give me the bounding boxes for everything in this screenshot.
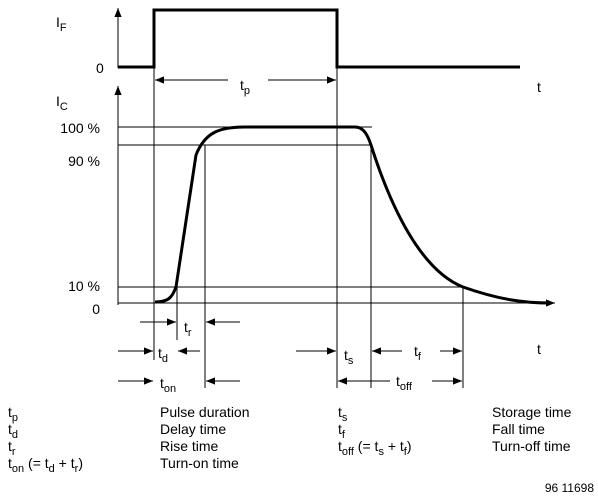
- interval-label: tr: [184, 319, 192, 339]
- level-label: 0: [92, 301, 100, 317]
- subscript: r: [12, 446, 16, 458]
- pulse: [118, 8, 520, 69]
- subscript: f: [418, 351, 422, 363]
- text-run: I: [56, 14, 60, 30]
- level-label: 10 %: [68, 278, 100, 294]
- subscript: off: [342, 446, 355, 458]
- pulse-label: tp: [240, 77, 250, 97]
- legend-description: Pulse duration: [160, 404, 250, 420]
- legend-description: Turn-on time: [160, 455, 239, 471]
- text-run: t: [8, 404, 12, 420]
- subscript: s: [348, 355, 354, 367]
- text-run: t: [160, 375, 164, 391]
- subscript: s: [378, 446, 384, 458]
- legend-symbol: tr: [8, 438, 16, 458]
- text-run: ): [78, 455, 83, 471]
- text-run: t: [338, 438, 342, 454]
- text-run: t: [8, 421, 12, 437]
- subscript: p: [244, 85, 250, 97]
- subscript: F: [60, 22, 67, 34]
- interval-label: ts: [344, 347, 354, 367]
- subscript: d: [162, 353, 168, 365]
- subscript: d: [49, 463, 55, 475]
- text-run: t: [414, 343, 418, 359]
- text-run: t: [184, 319, 188, 335]
- text-run: t: [158, 345, 162, 361]
- text-run: t: [8, 438, 12, 454]
- level-label: 100 %: [60, 120, 100, 136]
- subscript: C: [60, 101, 68, 113]
- interval-label: tf: [414, 343, 422, 363]
- legend-description: Turn-off time: [492, 438, 571, 454]
- text-run: I: [56, 93, 60, 109]
- text-run: t: [240, 77, 244, 93]
- ic-curve: [154, 125, 551, 305]
- text-run: + t: [55, 455, 75, 471]
- text-run: t: [396, 373, 400, 389]
- subscript: off: [400, 381, 413, 393]
- legend-symbol: ton (= td + tr): [8, 455, 83, 475]
- legend-description: Storage time: [492, 404, 572, 420]
- subscript: s: [342, 412, 348, 424]
- text-run: + t: [384, 438, 404, 454]
- subscript: f: [342, 429, 346, 441]
- legend-description: Fall time: [492, 421, 545, 437]
- text-run: t: [8, 455, 12, 471]
- legend-symbol: td: [8, 421, 18, 441]
- if-label: IF: [56, 14, 67, 34]
- interval-label: toff: [396, 373, 413, 393]
- legend-symbol: ts: [338, 404, 348, 424]
- zero-label: 0: [96, 60, 104, 76]
- ic-label: IC: [56, 93, 68, 113]
- subscript: d: [12, 429, 18, 441]
- time-label: t: [537, 341, 541, 357]
- interval-label: td: [158, 345, 168, 365]
- legend-description: Delay time: [160, 421, 226, 437]
- text-run: ): [407, 438, 412, 454]
- legend-symbol: tf: [338, 421, 346, 441]
- text-run: t: [338, 421, 342, 437]
- subscript: on: [164, 383, 176, 395]
- time-label: t: [537, 79, 541, 95]
- legend-symbol: tp: [8, 404, 18, 424]
- legend-symbol: toff (= ts + tf): [338, 438, 412, 458]
- legend-description: Rise time: [160, 438, 219, 454]
- interval-label: ton: [160, 375, 176, 395]
- figure-id: 96 11698: [545, 481, 594, 495]
- subscript: on: [12, 463, 24, 475]
- text-run: (= t: [24, 455, 49, 471]
- subscript: r: [75, 463, 79, 475]
- text-run: (= t: [354, 438, 379, 454]
- subscript: p: [12, 412, 18, 424]
- subscript: r: [188, 327, 192, 339]
- subscript: f: [404, 446, 408, 458]
- text-run: t: [338, 404, 342, 420]
- level-label: 90 %: [68, 153, 100, 169]
- text-run: t: [344, 347, 348, 363]
